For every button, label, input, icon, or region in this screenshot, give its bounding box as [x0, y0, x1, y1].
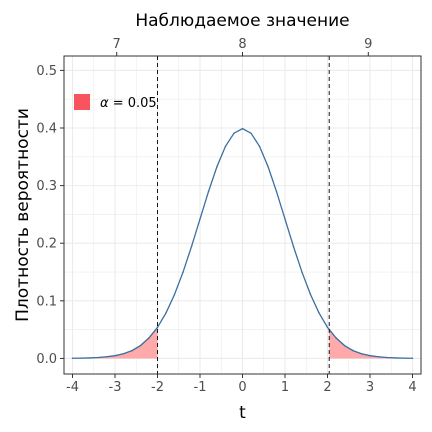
data-point	[352, 349, 354, 352]
x-axis-title: t	[239, 403, 246, 423]
axis-ticks: -4 -3 -2 -1 0 1 2 3 4 0.0 0.1 0.2 0.3 0.4 0.5 7 8 9	[36, 37, 416, 395]
data-point	[131, 349, 133, 352]
data-point	[233, 132, 235, 134]
data-point	[275, 190, 278, 193]
secondary-x-axis-title: Наблюдаемое значение	[135, 11, 349, 31]
data-point	[318, 312, 320, 314]
y-tick-label: 0.5	[36, 64, 57, 79]
data-point	[97, 356, 99, 359]
data-point	[241, 127, 244, 130]
data-point	[139, 344, 142, 347]
data-point	[369, 354, 371, 357]
data-point	[114, 354, 116, 357]
x-tick-label: 4	[408, 380, 416, 395]
x-tick-label: 3	[366, 380, 374, 395]
data-point	[301, 271, 303, 273]
data-point	[394, 357, 397, 359]
data-point	[207, 190, 210, 193]
x-tick-label: 0	[238, 380, 246, 395]
data-point	[88, 357, 91, 359]
x-tick-label: -4	[66, 380, 79, 395]
y-tick-label: 0.4	[36, 122, 57, 137]
secondary-x-tick-label: 8	[238, 37, 246, 52]
y-axis-title: Плотность вероятности	[13, 108, 33, 322]
data-point	[335, 337, 337, 339]
data-point	[377, 356, 380, 358]
y-tick-label: 0.3	[36, 179, 57, 194]
data-point	[309, 293, 312, 296]
x-tick-label: 1	[281, 380, 289, 395]
data-point	[267, 165, 269, 168]
data-point	[165, 312, 167, 314]
data-point	[71, 357, 74, 359]
data-point	[216, 165, 218, 168]
legend: α = 0.05	[74, 94, 157, 111]
legend-symbol: α	[100, 96, 109, 111]
data-point	[182, 271, 184, 273]
data-point	[386, 356, 388, 359]
x-tick-label: -3	[109, 380, 122, 395]
data-point	[411, 357, 414, 359]
data-point	[258, 145, 261, 147]
data-point	[343, 344, 346, 347]
data-point	[403, 357, 405, 359]
rejection-regions	[72, 327, 413, 359]
data-point	[156, 326, 159, 329]
x-tick-label: -2	[151, 380, 164, 395]
data-point	[284, 218, 286, 220]
secondary-x-tick-label: 7	[113, 37, 121, 52]
data-point	[80, 357, 82, 359]
y-tick-label: 0.1	[36, 294, 57, 309]
rejection-region-right	[329, 329, 413, 359]
secondary-x-tick-label: 9	[364, 37, 372, 52]
data-point	[292, 245, 295, 248]
x-tick-label: 2	[323, 380, 331, 395]
data-point	[199, 218, 201, 220]
data-point	[173, 293, 176, 296]
data-point	[250, 132, 252, 134]
data-point	[148, 337, 150, 339]
data-point	[190, 245, 193, 248]
data-point	[122, 353, 125, 355]
density-curve	[71, 127, 414, 359]
legend-key	[74, 94, 90, 110]
data-point	[105, 356, 108, 358]
data-point	[224, 145, 227, 147]
x-tick-label: -1	[194, 380, 207, 395]
data-point	[326, 326, 329, 329]
data-point	[360, 353, 363, 355]
legend-label: α = 0.05	[100, 96, 157, 111]
y-tick-label: 0.2	[36, 237, 57, 252]
critical-lines	[157, 56, 330, 374]
y-tick-label: 0.0	[36, 352, 57, 367]
rejection-region-left	[72, 327, 158, 359]
legend-value: = 0.05	[109, 96, 157, 111]
